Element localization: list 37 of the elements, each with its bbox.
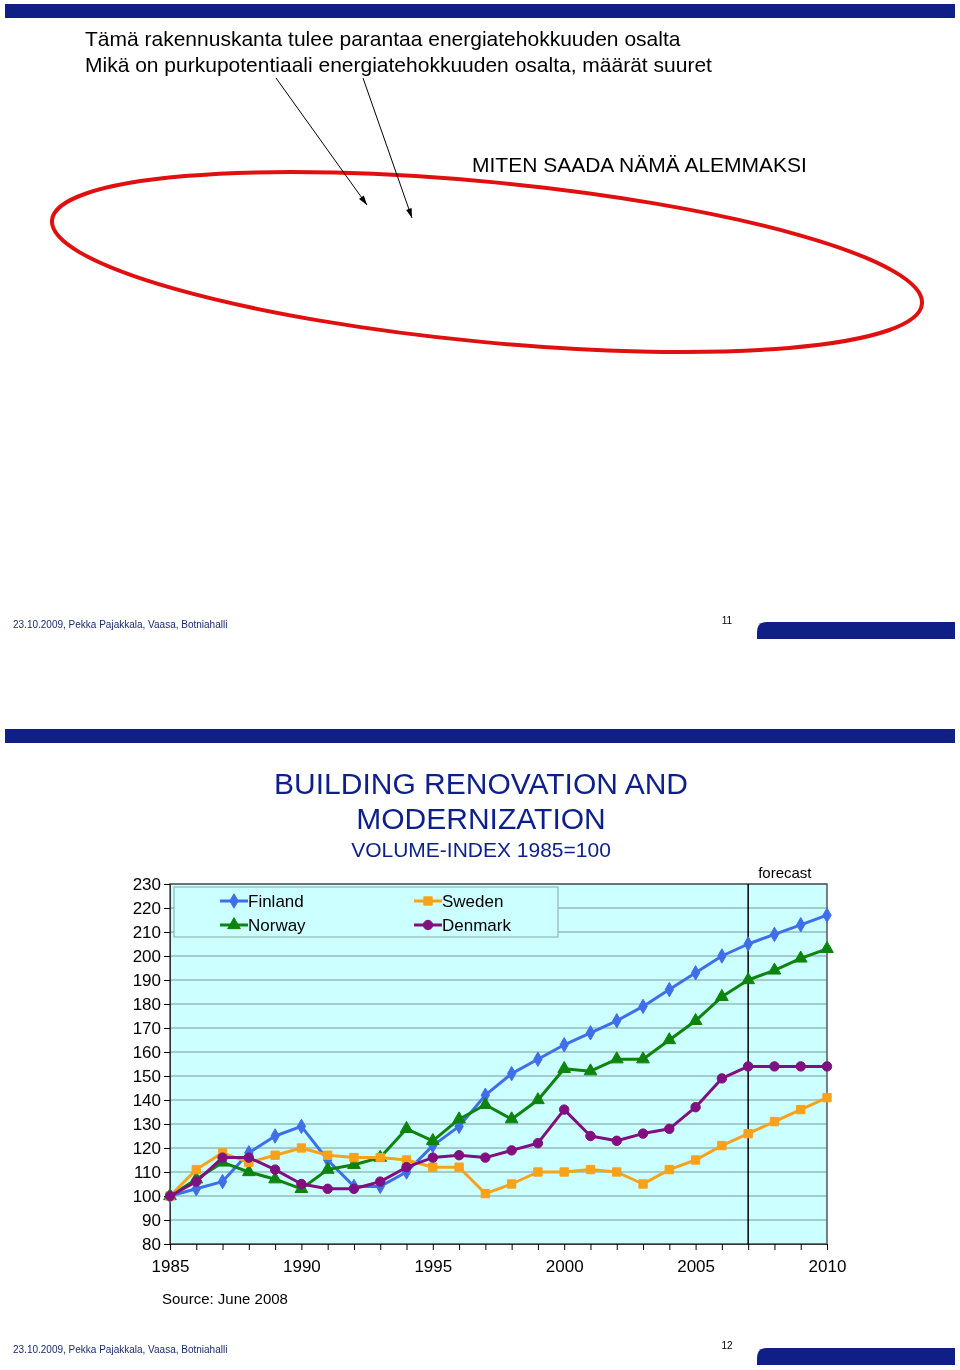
x-tick-label: 1990 — [282, 1256, 321, 1276]
legend-label: Finland — [248, 892, 304, 911]
legend-label: Norway — [248, 916, 307, 935]
text: 23.10.2009, Pekka Pajakkala, Vaasa, Botniahalli — [13, 1344, 228, 1355]
y-tick-label: 80 — [142, 1234, 161, 1254]
ref-line-label: forecast — [758, 864, 813, 881]
y-tick-label: 130 — [132, 1114, 161, 1134]
x-tick-label: 2000 — [545, 1256, 584, 1276]
y-tick-label: 180 — [132, 994, 161, 1014]
y-tick-label: 160 — [132, 1042, 161, 1062]
text: Mikä on purkupotentiaali energiatehokkuuden osalta, määrät suuret — [85, 53, 713, 76]
source-note: Source: June 2008 — [162, 1290, 288, 1307]
y-tick-label: 100 — [132, 1186, 161, 1206]
text: 23.10.2009, Pekka Pajakkala, Vaasa, Botniahalli — [13, 619, 228, 630]
y-tick-label: 220 — [132, 898, 161, 918]
y-tick-label: 190 — [132, 970, 161, 990]
text: 12 — [721, 1340, 733, 1351]
chart-subtitle: VOLUME-INDEX 1985=100 — [351, 838, 611, 861]
y-tick-label: 90 — [142, 1210, 161, 1230]
text: 11 — [721, 615, 733, 626]
x-tick-label: 2010 — [808, 1256, 847, 1276]
y-tick-label: 150 — [132, 1066, 161, 1086]
y-tick-label: 120 — [132, 1138, 161, 1158]
legend-label: Denmark — [442, 916, 512, 935]
y-tick-label: 140 — [132, 1090, 161, 1110]
y-tick-label: 230 — [132, 874, 161, 894]
y-tick-label: 210 — [132, 922, 161, 942]
text: Tämä rakennuskanta tulee parantaa energiatehokkuuden osalta — [85, 27, 681, 50]
x-tick-label: 2005 — [677, 1256, 716, 1276]
chart-title: BUILDING RENOVATION AND MODERNIZATION — [274, 767, 688, 835]
text: MITEN SAADA NÄMÄ ALEMMAKSI — [472, 153, 807, 176]
y-tick-label: 170 — [132, 1018, 161, 1038]
x-tick-label: 1995 — [414, 1256, 453, 1276]
x-tick-label: 1985 — [151, 1256, 190, 1276]
legend-label: Sweden — [442, 892, 504, 911]
y-tick-label: 110 — [133, 1162, 161, 1182]
y-tick-label: 200 — [132, 946, 161, 966]
